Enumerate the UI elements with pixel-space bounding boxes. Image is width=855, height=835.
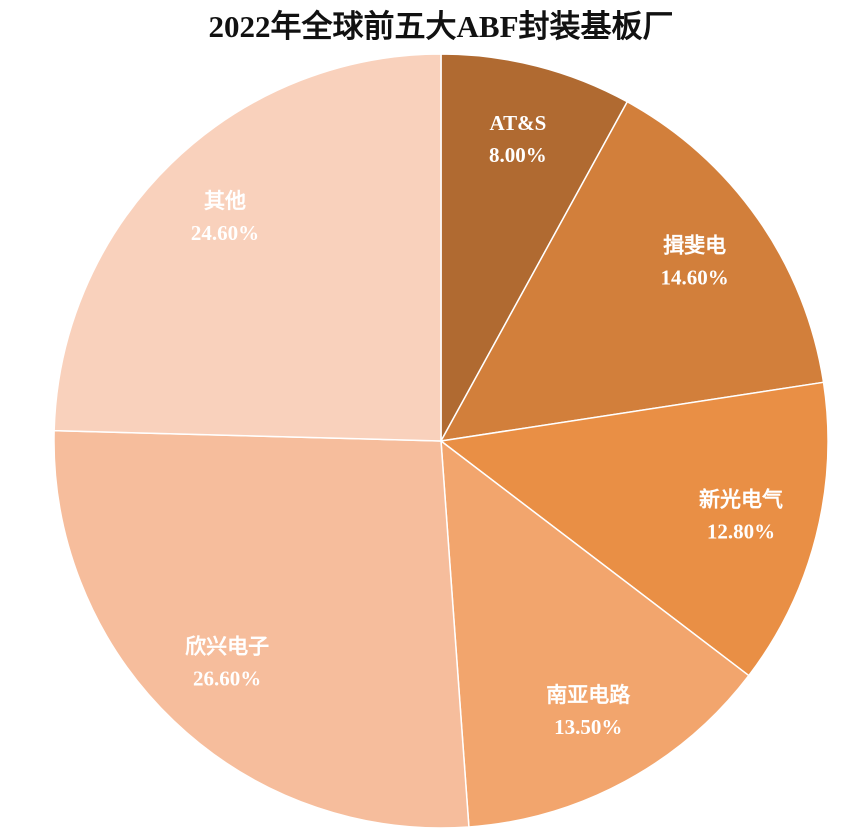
pie-slice (439, 381, 829, 677)
slice-value-label: 12.80% (707, 519, 775, 543)
slice-value-label: 24.60% (191, 221, 259, 245)
pie-slice (440, 439, 750, 828)
slice-label: AT&S (490, 111, 547, 135)
slice-value-label: 14.60% (661, 265, 729, 289)
pie: AT&S 8.00% 揖斐电 14.60% 新光电气 12.80% 南亚电路 13.50% 欣兴… (53, 53, 829, 829)
slice-value-label: 13.50% (554, 715, 622, 739)
slice-value-label: 26.60% (193, 667, 261, 691)
slice-label: 欣兴电子 (185, 635, 269, 659)
pie-slice (53, 53, 442, 442)
chart-title: 2022年全球前五大ABF封装基板厂 (209, 9, 674, 44)
slice-label: 其他 (204, 189, 246, 213)
slice-label: 揖斐电 (663, 233, 726, 257)
pie-slice (53, 429, 470, 829)
watermark: 公众号 · @清茶荟 (710, 793, 845, 813)
slice-label: 新光电气 (699, 487, 783, 511)
pie-slice (440, 53, 629, 442)
pie-slice (439, 100, 825, 442)
slice-label: 南亚电路 (546, 683, 631, 707)
slice-value-label: 8.00% (489, 143, 547, 167)
